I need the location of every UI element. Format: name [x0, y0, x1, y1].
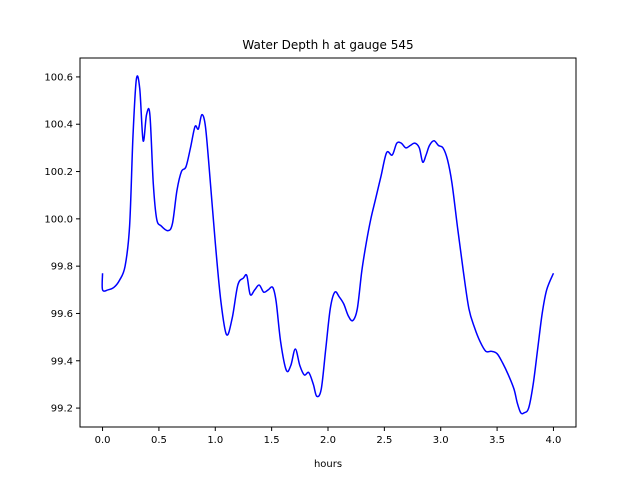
y-axis-ticks: 99.2 99.4 99.6 99.8 100.0 100.2 100.4 100.6	[44, 72, 80, 415]
y-tick-label: 100.2	[44, 167, 73, 178]
x-axis-label: hours	[314, 459, 342, 470]
y-tick-label: 99.4	[51, 356, 73, 367]
y-tick-label: 100.4	[44, 120, 73, 131]
y-tick-label: 100.0	[44, 214, 73, 225]
x-tick-label: 1.5	[264, 435, 280, 446]
x-tick-label: 1.0	[207, 435, 223, 446]
y-tick-label: 99.8	[51, 262, 73, 273]
y-tick-label: 100.6	[44, 72, 73, 83]
x-axis-ticks: 0.0 0.5 1.0 1.5 2.0 2.5 3.0 3.5 4.0	[95, 427, 562, 446]
series-line-0	[101, 75, 555, 415]
x-tick-label: 2.0	[320, 435, 336, 446]
x-tick-label: 0.0	[95, 435, 111, 446]
x-tick-label: 0.5	[151, 435, 167, 446]
y-tick-label: 99.2	[51, 404, 73, 415]
plot-area	[101, 75, 555, 415]
x-tick-label: 4.0	[546, 435, 562, 446]
x-tick-label: 3.5	[489, 435, 505, 446]
y-tick-label: 99.6	[51, 309, 73, 320]
x-tick-label: 3.0	[433, 435, 449, 446]
x-tick-label: 2.5	[376, 435, 392, 446]
chart-title: Water Depth h at gauge 545	[242, 38, 413, 52]
